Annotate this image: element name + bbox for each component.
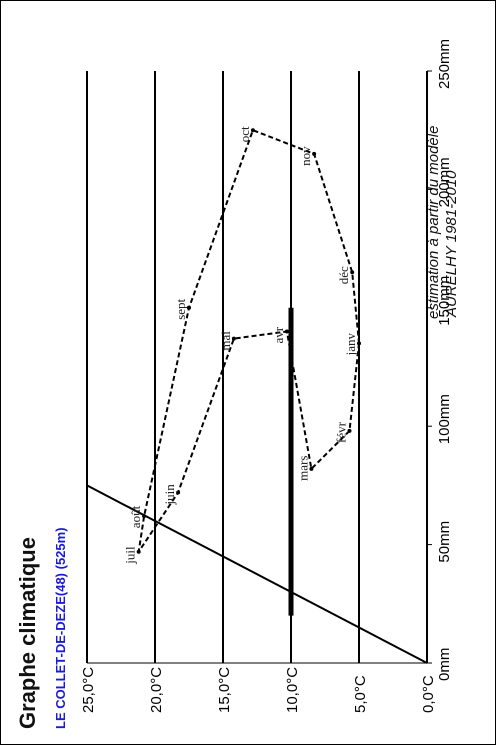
month-label: déc [336, 266, 351, 284]
month-label: juin [162, 484, 177, 506]
temperature-tick-label: 25,0°C [80, 667, 97, 713]
precipitation-tick-label: 100mm [436, 394, 453, 444]
data-point [136, 549, 141, 554]
chart-subtitle: LE COLLET-DE-DEZE(48) (525m) [53, 527, 68, 729]
month-label: août [128, 505, 143, 528]
data-point [187, 305, 191, 310]
data-point [231, 336, 236, 341]
month-label: avr [271, 326, 286, 343]
month-label: oct [237, 126, 252, 142]
precipitation-tick-label: 0mm [436, 648, 453, 681]
month-label: janv [343, 332, 358, 356]
data-point [347, 428, 352, 433]
precipitation-tick-label: 250mm [436, 39, 453, 89]
data-point [312, 151, 317, 156]
month-label: sept [173, 298, 188, 319]
month-label: mai [218, 331, 233, 351]
temperature-tick-label: 20,0°C [148, 667, 165, 713]
data-point [250, 128, 255, 133]
month-label: juil [123, 546, 138, 565]
data-point [309, 466, 314, 471]
temperature-tick-label: 10,0°C [284, 667, 301, 713]
month-label: mars [295, 456, 310, 481]
precipitation-tick-label: 50mm [436, 521, 453, 563]
data-point [176, 490, 181, 495]
data-point [357, 341, 361, 346]
precipitation-tick-label: 200mm [436, 157, 453, 207]
temperature-tick-label: 0,0°C [420, 675, 437, 713]
model-source: AURELHY 1981-2010 [443, 170, 460, 318]
precipitation-tick-label: 150mm [436, 276, 453, 326]
temperature-tick-label: 15,0°C [216, 667, 233, 713]
chart-title: Graphe climatique [15, 537, 40, 729]
month-label: févr [333, 421, 348, 443]
data-point [142, 514, 147, 519]
data-point [350, 270, 355, 275]
temperature-tick-label: 5,0°C [352, 675, 369, 713]
model-note: estimation à partir du modèle [425, 126, 442, 319]
month-label: nov [298, 146, 313, 166]
data-point [284, 329, 289, 334]
